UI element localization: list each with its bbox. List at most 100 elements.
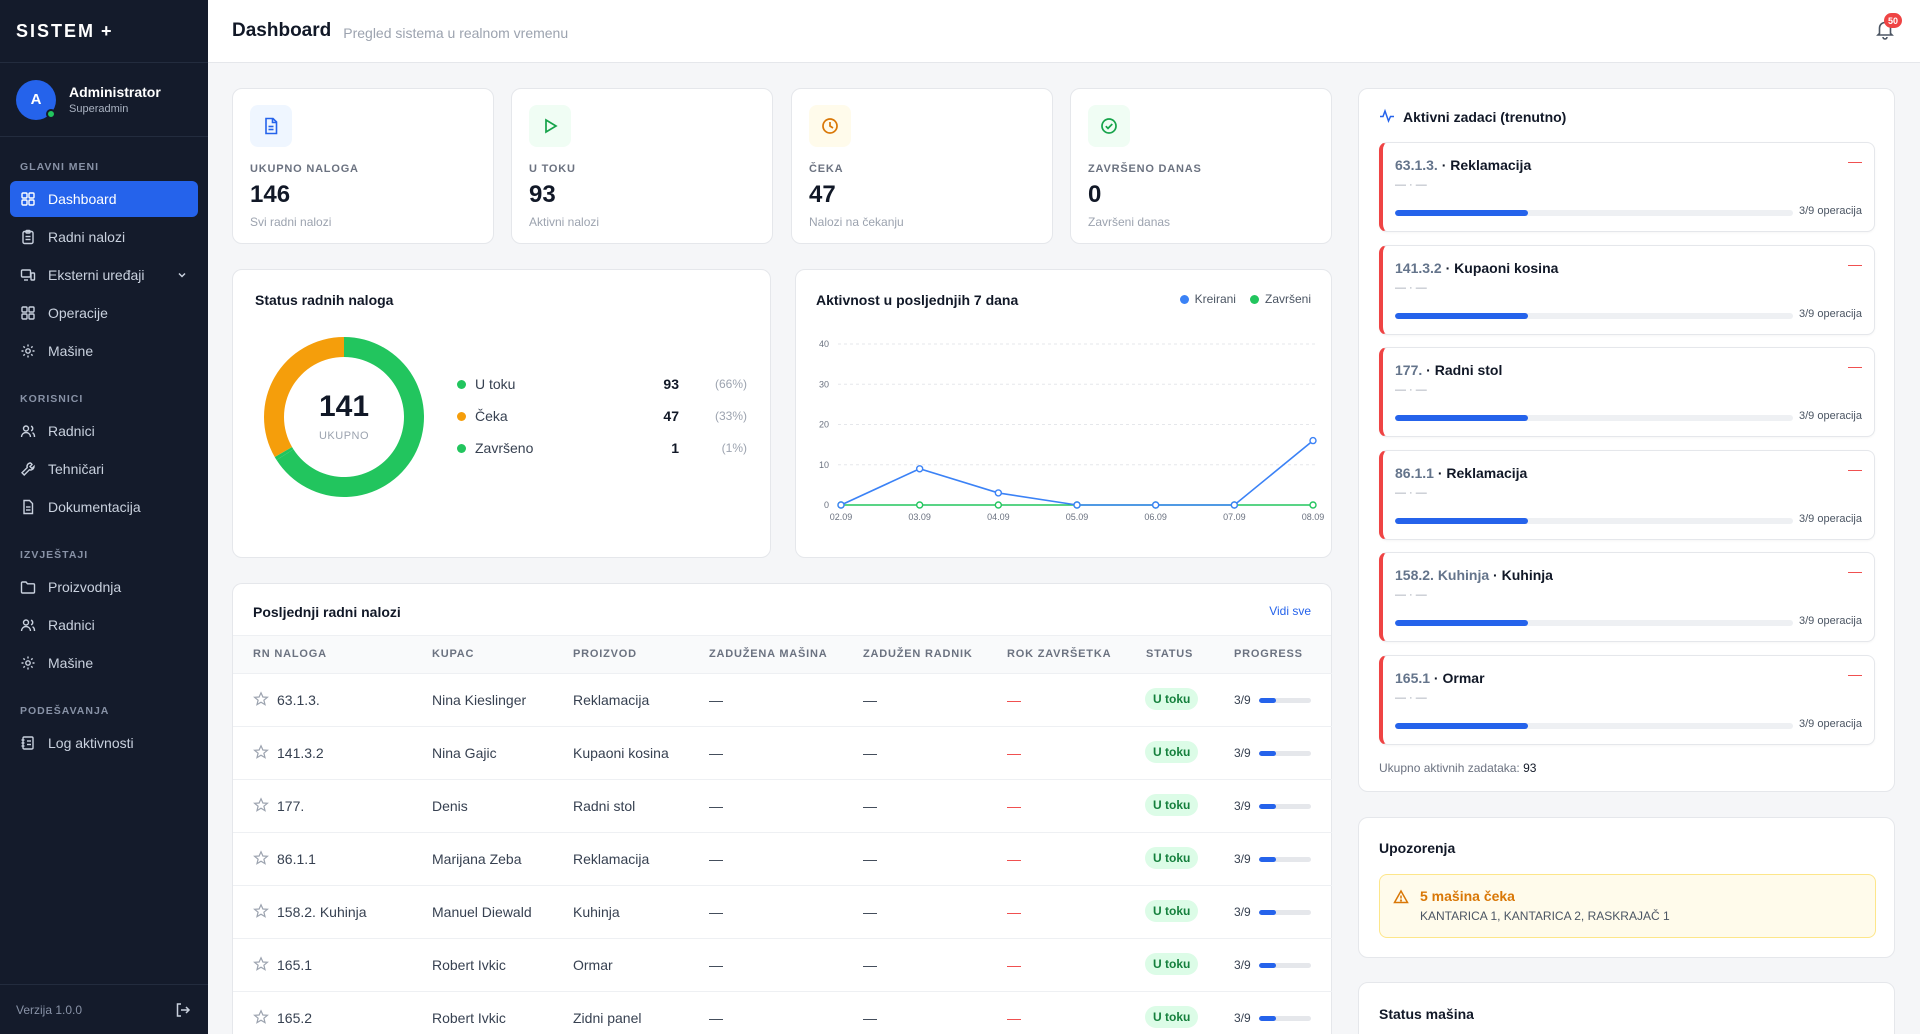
task-meta: — · —	[1395, 691, 1427, 704]
sidebar-item-log-aktivnosti[interactable]: Log aktivnosti	[10, 725, 198, 761]
donut-slice-završeno[interactable]	[274, 447, 294, 461]
data-point-kreirani[interactable]	[1230, 501, 1239, 509]
task-progress-fill	[1395, 312, 1528, 319]
star-icon[interactable]	[253, 797, 269, 813]
sidebar-item-proizvodnja[interactable]: Proizvodnja	[10, 569, 198, 605]
sidebar-item-tehnicari[interactable]: Tehničari	[10, 451, 198, 487]
cell-proizvod: Zidni panel	[573, 1010, 642, 1026]
stat-card-completed-today[interactable]: ZAVRŠENO DANAS 0 Završeni danas	[1070, 88, 1332, 244]
card-title: Status mašina	[1379, 1006, 1474, 1022]
star-icon[interactable]	[253, 850, 269, 866]
logout-icon[interactable]	[174, 1001, 192, 1019]
sidebar-item-operacije[interactable]: Operacije	[10, 295, 198, 331]
sidebar-item-eksterni-uredjaji[interactable]: Eksterni uređaji	[10, 257, 198, 293]
cell-masina: —	[709, 745, 723, 761]
stat-card-in-progress[interactable]: U TOKU 93 Aktivni nalozi	[511, 88, 773, 244]
donut-slice-čeka[interactable]	[264, 337, 344, 457]
cell-masina: —	[709, 851, 723, 867]
data-point-završeni[interactable]	[915, 501, 924, 509]
user-profile[interactable]: A Administrator Superadmin	[0, 63, 208, 137]
clipboard-icon	[22, 229, 34, 245]
users-icon	[20, 619, 36, 632]
stat-icon-box	[529, 105, 571, 147]
data-point-kreirani[interactable]	[837, 501, 845, 509]
card-title: Aktivnost u posljednjih 7 dana	[816, 292, 1019, 308]
sidebar-item-label: Mašine	[48, 343, 94, 359]
table-row[interactable]: 86.1.1 Marijana Zeba Reklamacija — — — U toku 3…	[233, 832, 1332, 885]
user-name: Administrator	[69, 84, 161, 100]
status-badge: U toku	[1145, 1006, 1199, 1028]
cell-masina: —	[709, 798, 723, 814]
sidebar-item-radnici[interactable]: Radnici	[10, 413, 198, 449]
table-row[interactable]: 141.3.2 Nina Gajic Kupaoni kosina — — — U toku…	[233, 726, 1332, 779]
table-row[interactable]: 165.1 Robert Ivkic Ormar — — — U toku 3/9	[233, 938, 1332, 991]
star-icon[interactable]	[253, 903, 269, 919]
column-header: STATUS	[1146, 648, 1194, 660]
task-name: Reklamacija	[1450, 157, 1532, 173]
sidebar-item-masine[interactable]: Mašine	[10, 333, 198, 369]
legend-dot	[457, 379, 466, 389]
active-task-card[interactable]: 177. · Radni stol — · — — 3/9 operacija	[1379, 347, 1875, 437]
warning-box[interactable]: 5 mašina čeka KANTARICA 1, KANTARICA 2, …	[1379, 874, 1876, 938]
progress-text: 3/9	[1234, 693, 1251, 707]
card-title: Posljednji radni nalozi	[253, 604, 401, 620]
sidebar-item-radnici-report[interactable]: Radnici	[10, 607, 198, 643]
cell-kupac: Manuel Diewald	[432, 904, 532, 920]
view-all-link[interactable]: Vidi sve	[1269, 604, 1311, 618]
chevron-down-icon[interactable]	[176, 269, 188, 281]
stat-card-total[interactable]: UKUPNO NALOGA 146 Svi radni nalozi	[232, 88, 494, 244]
card-title: Aktivni zadaci (trenutno)	[1403, 109, 1567, 125]
stat-card-waiting[interactable]: ČEKA 47 Nalozi na čekanju	[791, 88, 1053, 244]
task-operations: 3/9 operacija	[1799, 512, 1862, 525]
progress-bar	[1259, 857, 1311, 862]
notification-badge: 50	[1884, 13, 1902, 28]
sidebar-item-dashboard[interactable]: Dashboard	[10, 181, 198, 217]
data-point-završeni[interactable]	[1309, 501, 1317, 509]
task-code: 165.1	[1395, 669, 1431, 686]
task-operations: 3/9 operacija	[1799, 205, 1862, 217]
cell-proizvod: Reklamacija	[573, 692, 650, 708]
sidebar-item-dokumentacija[interactable]: Dokumentacija	[10, 489, 198, 525]
grid-icon	[21, 192, 35, 206]
y-tick-label: 20	[819, 420, 829, 430]
data-point-kreirani[interactable]	[994, 489, 1003, 497]
task-code: 141.3.2	[1395, 259, 1442, 276]
cell-rn: 165.1	[277, 957, 313, 973]
sidebar-item-label: Radnici	[48, 423, 95, 439]
sidebar-item-masine-report[interactable]: Mašine	[10, 645, 198, 681]
legend-row: U toku 93 (66%)	[457, 376, 747, 392]
stat-icon-box	[1088, 105, 1130, 147]
active-task-card[interactable]: 158.2. Kuhinja · Kuhinja — · — — 3/9 operac…	[1379, 552, 1875, 642]
active-task-card[interactable]: 141.3.2 · Kupaoni kosina — · — — 3/9 operac…	[1379, 244, 1875, 335]
table-row[interactable]: 158.2. Kuhinja Manuel Diewald Kuhinja — — — U …	[233, 885, 1332, 938]
active-task-card[interactable]: 63.1.3. · Reklamacija — · — — 3/9 operacija	[1379, 142, 1875, 232]
avatar: A	[16, 79, 56, 120]
table-row[interactable]: 63.1.3. Nina Kieslinger Reklamacija — — — U to…	[233, 673, 1332, 726]
stat-value: 93	[529, 181, 556, 208]
active-task-card[interactable]: 86.1.1 · Reklamacija — · — — 3/9 operacija	[1379, 449, 1875, 540]
task-meta: — · —	[1395, 486, 1427, 499]
cell-kupac: Nina Kieslinger	[432, 692, 527, 708]
data-point-kreirani[interactable]	[915, 465, 924, 473]
sidebar-item-radni-nalozi[interactable]: Radni nalozi	[10, 219, 198, 255]
brand-logo[interactable]: SISTEM +	[0, 0, 208, 63]
star-icon[interactable]	[253, 744, 269, 760]
task-title: 165.1 · Ormar	[1395, 670, 1485, 686]
data-point-završeni[interactable]	[994, 501, 1003, 509]
warnings-card: Upozorenja 5 mašina čeka KANTARICA 1, KA…	[1358, 817, 1895, 958]
legend-row: Čeka 47 (33%)	[457, 408, 747, 424]
star-icon[interactable]	[253, 956, 269, 972]
task-separator: ·	[1433, 464, 1447, 481]
document-icon	[265, 117, 278, 135]
table-row[interactable]: 177. Denis Radni stol — — — U toku 3/9	[233, 779, 1332, 832]
active-task-card[interactable]: 165.1 · Ormar — · — — 3/9 operacija	[1379, 654, 1875, 745]
star-icon[interactable]	[253, 1009, 269, 1025]
data-point-kreirani[interactable]	[1309, 436, 1317, 445]
data-point-kreirani[interactable]	[1073, 501, 1081, 509]
data-point-kreirani[interactable]	[1151, 501, 1160, 509]
cell-masina: —	[709, 692, 723, 708]
donut-total: 141	[318, 390, 370, 423]
star-icon[interactable]	[253, 691, 269, 707]
cell-radnik: —	[863, 692, 877, 708]
table-row[interactable]: 165.2 Robert Ivkic Zidni panel — — — U toku 3/9	[233, 991, 1332, 1034]
